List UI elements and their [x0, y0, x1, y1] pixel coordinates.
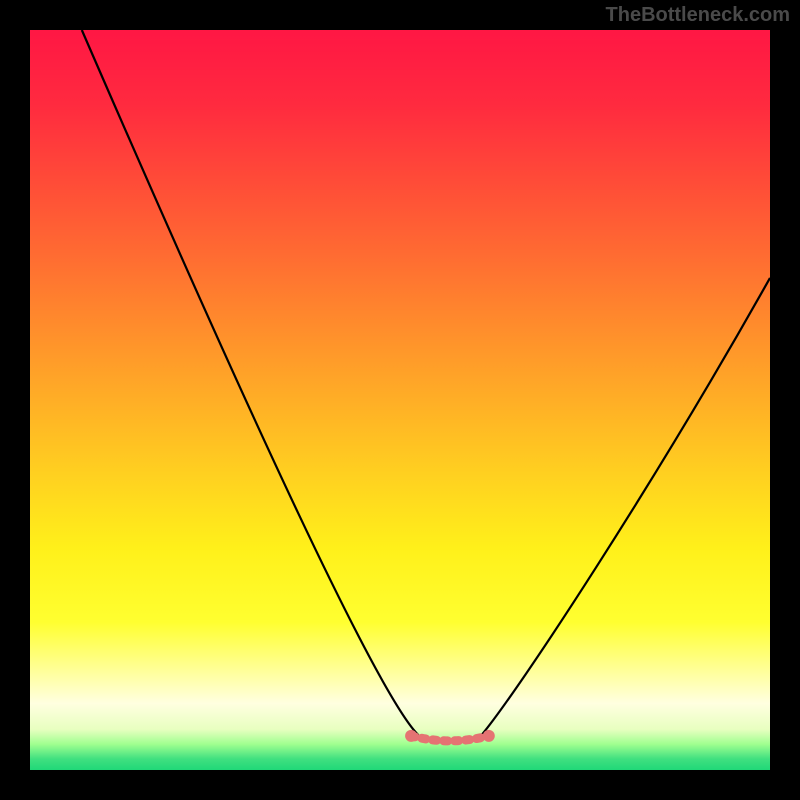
bottleneck-chart [0, 0, 800, 800]
chart-container: TheBottleneck.com [0, 0, 800, 800]
plot-background [30, 30, 770, 770]
optimal-range-left-dot [405, 730, 417, 742]
optimal-range-right-dot [483, 730, 495, 742]
watermark-text: TheBottleneck.com [606, 4, 790, 27]
